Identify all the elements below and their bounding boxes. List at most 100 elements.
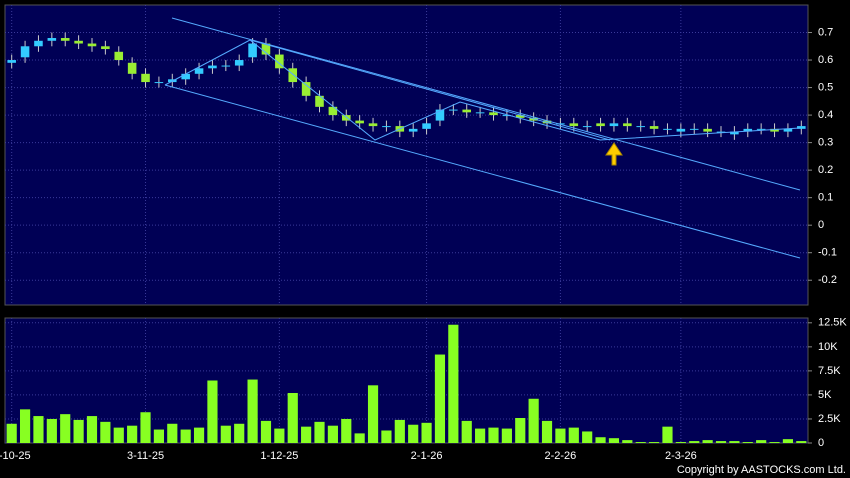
candle-body (422, 123, 431, 129)
volume-bar (86, 416, 98, 443)
volume-bar (394, 419, 405, 443)
candle-body (623, 123, 632, 127)
y-tick-label: 7.5K (818, 365, 841, 377)
volume-bar (715, 441, 727, 443)
candle-body (101, 46, 110, 50)
trend-line (171, 17, 801, 191)
zigzag-line (164, 39, 801, 141)
candle-body (435, 109, 445, 121)
y-tick-label: 10K (818, 341, 838, 353)
volume-bar (60, 414, 71, 443)
candle-body (141, 73, 150, 83)
candle-body (783, 128, 793, 132)
candle-body (556, 123, 565, 125)
volume-bar (649, 442, 660, 443)
candle-body (194, 68, 204, 74)
y-tick-label: 0.6 (818, 54, 833, 66)
volume-bar (19, 409, 31, 443)
volume-bar (662, 426, 673, 443)
candle-body (7, 60, 16, 63)
volume-bar (742, 442, 753, 443)
volume-bar (193, 427, 205, 443)
candle-body (341, 115, 351, 121)
x-tick-label: 2-1-26 (411, 450, 443, 462)
volume-bar (515, 418, 526, 443)
candle-body (730, 131, 739, 135)
volume-bar (461, 420, 472, 443)
volume-bar (421, 422, 432, 443)
volume-bar (582, 431, 593, 443)
candle-body (475, 112, 485, 114)
volume-bar (46, 418, 57, 443)
y-tick-label: 0.7 (818, 26, 833, 38)
volume-bar (434, 354, 446, 443)
candle-body (542, 120, 552, 124)
candle-body (275, 54, 284, 69)
volume-bar (100, 421, 111, 443)
x-tick-label: 1-10-25 (0, 450, 31, 462)
volume-bar (475, 428, 486, 443)
candle-body (248, 43, 257, 58)
volume-bar (274, 428, 285, 443)
candle-body (315, 95, 324, 107)
candle-body (582, 126, 592, 128)
volume-bar (220, 425, 231, 443)
candle-body (47, 38, 57, 41)
candle-body (368, 123, 378, 127)
volume-bar (6, 423, 17, 443)
volume-bar (595, 437, 606, 443)
candle-body (609, 123, 619, 127)
y-tick-label: 12.5K (818, 317, 847, 329)
candle-body (181, 73, 190, 80)
volume-bar (234, 423, 245, 443)
volume-bar (341, 418, 352, 443)
candle-body (462, 109, 472, 113)
volume-bar (301, 426, 312, 443)
volume-bar (622, 440, 633, 443)
volume-bar (501, 428, 512, 443)
candle-body (676, 128, 686, 132)
candle-body (636, 126, 645, 128)
volume-bar (635, 442, 646, 443)
candle-body (60, 38, 70, 41)
volume-bar (73, 419, 84, 443)
volume-bar (367, 385, 379, 443)
trend-line (164, 84, 801, 259)
volume-bar (207, 380, 218, 443)
volume-bar (167, 423, 178, 443)
candle-body (408, 128, 418, 132)
y-tick-label: -0.1 (818, 247, 837, 259)
y-tick-label: 2.5K (818, 413, 841, 425)
volume-bar (729, 441, 740, 443)
volume-bar (354, 433, 365, 443)
volume-bar (287, 393, 298, 443)
trend-lines (164, 17, 801, 259)
candle-body (154, 82, 164, 84)
volume-bar (153, 429, 164, 443)
candle-body (743, 128, 753, 132)
candle-body (288, 68, 298, 83)
volume-bar (555, 428, 566, 443)
volume-bar (113, 427, 124, 443)
candle-body (449, 109, 458, 111)
candle-body (382, 126, 391, 128)
candle-body (649, 126, 659, 129)
volume-bar (756, 440, 767, 443)
y-tick-label: -0.2 (818, 274, 837, 286)
candle-body (114, 51, 124, 61)
volume-bar (140, 412, 151, 443)
volume-bar (689, 441, 700, 443)
candle-body (221, 65, 231, 67)
candle-body (34, 40, 43, 47)
price-panel (4, 4, 809, 306)
candle-body (596, 123, 605, 127)
candle-body (716, 131, 726, 133)
volume-bar (769, 442, 780, 443)
volume-bar (381, 430, 392, 443)
candle-body (87, 43, 97, 47)
y-tick-label: 0.5 (818, 81, 833, 93)
volume-bar (702, 440, 713, 443)
volume-bar (327, 425, 338, 443)
volume-bar (314, 421, 325, 443)
